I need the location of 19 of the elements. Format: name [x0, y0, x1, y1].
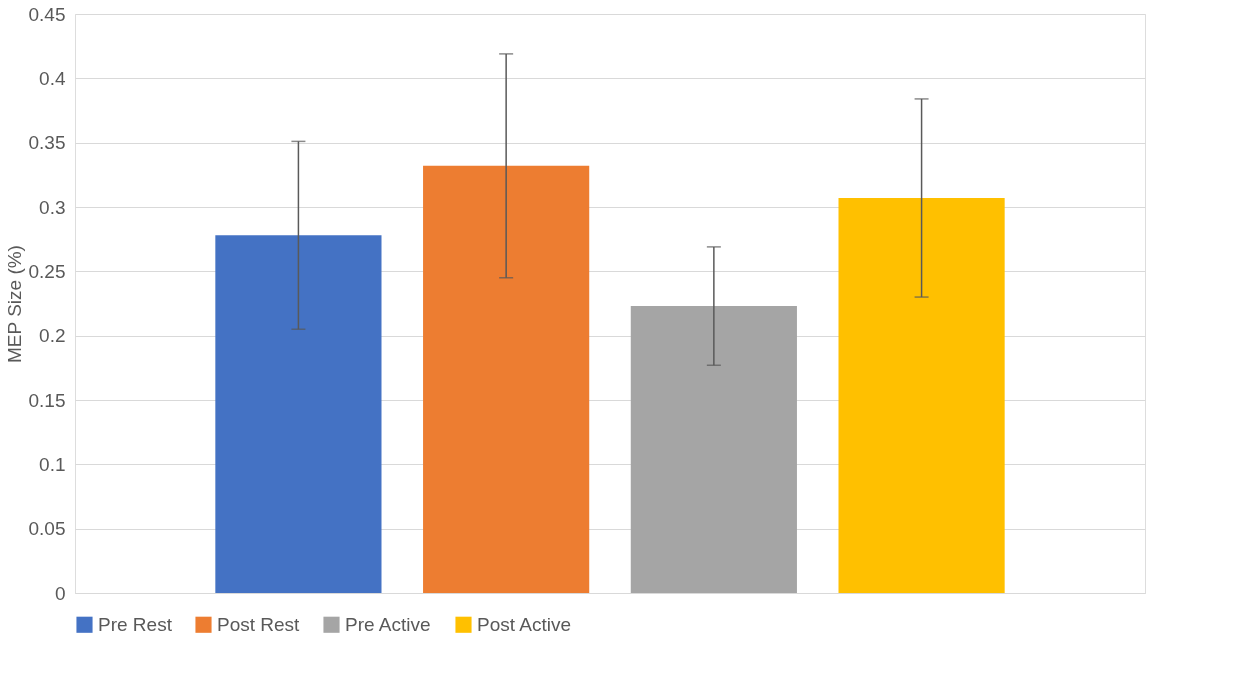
y-axis-title: MEP Size (%)	[3, 245, 25, 363]
y-tick-label: 0.3	[39, 196, 66, 218]
y-tick-label: 0	[54, 582, 66, 604]
y-tick-label: 0.1	[39, 453, 66, 475]
y-tick-label: 0.25	[28, 260, 66, 282]
y-tick-label: 0.45	[28, 3, 66, 25]
bar	[838, 197, 1005, 593]
legend-label: Pre Rest	[98, 613, 173, 635]
legend-label: Post Rest	[217, 613, 301, 635]
legend-label: Pre Active	[345, 613, 431, 635]
legend-label: Post Active	[477, 613, 571, 635]
bar	[215, 235, 382, 593]
bar	[423, 165, 590, 593]
y-tick-label: 0.4	[39, 67, 66, 89]
bar	[630, 306, 797, 593]
y-tick-label: 0.15	[28, 389, 66, 411]
y-tick-label: 0.2	[39, 325, 66, 347]
y-tick-label: 0.05	[28, 518, 66, 540]
y-tick-label: 0.35	[28, 132, 66, 154]
